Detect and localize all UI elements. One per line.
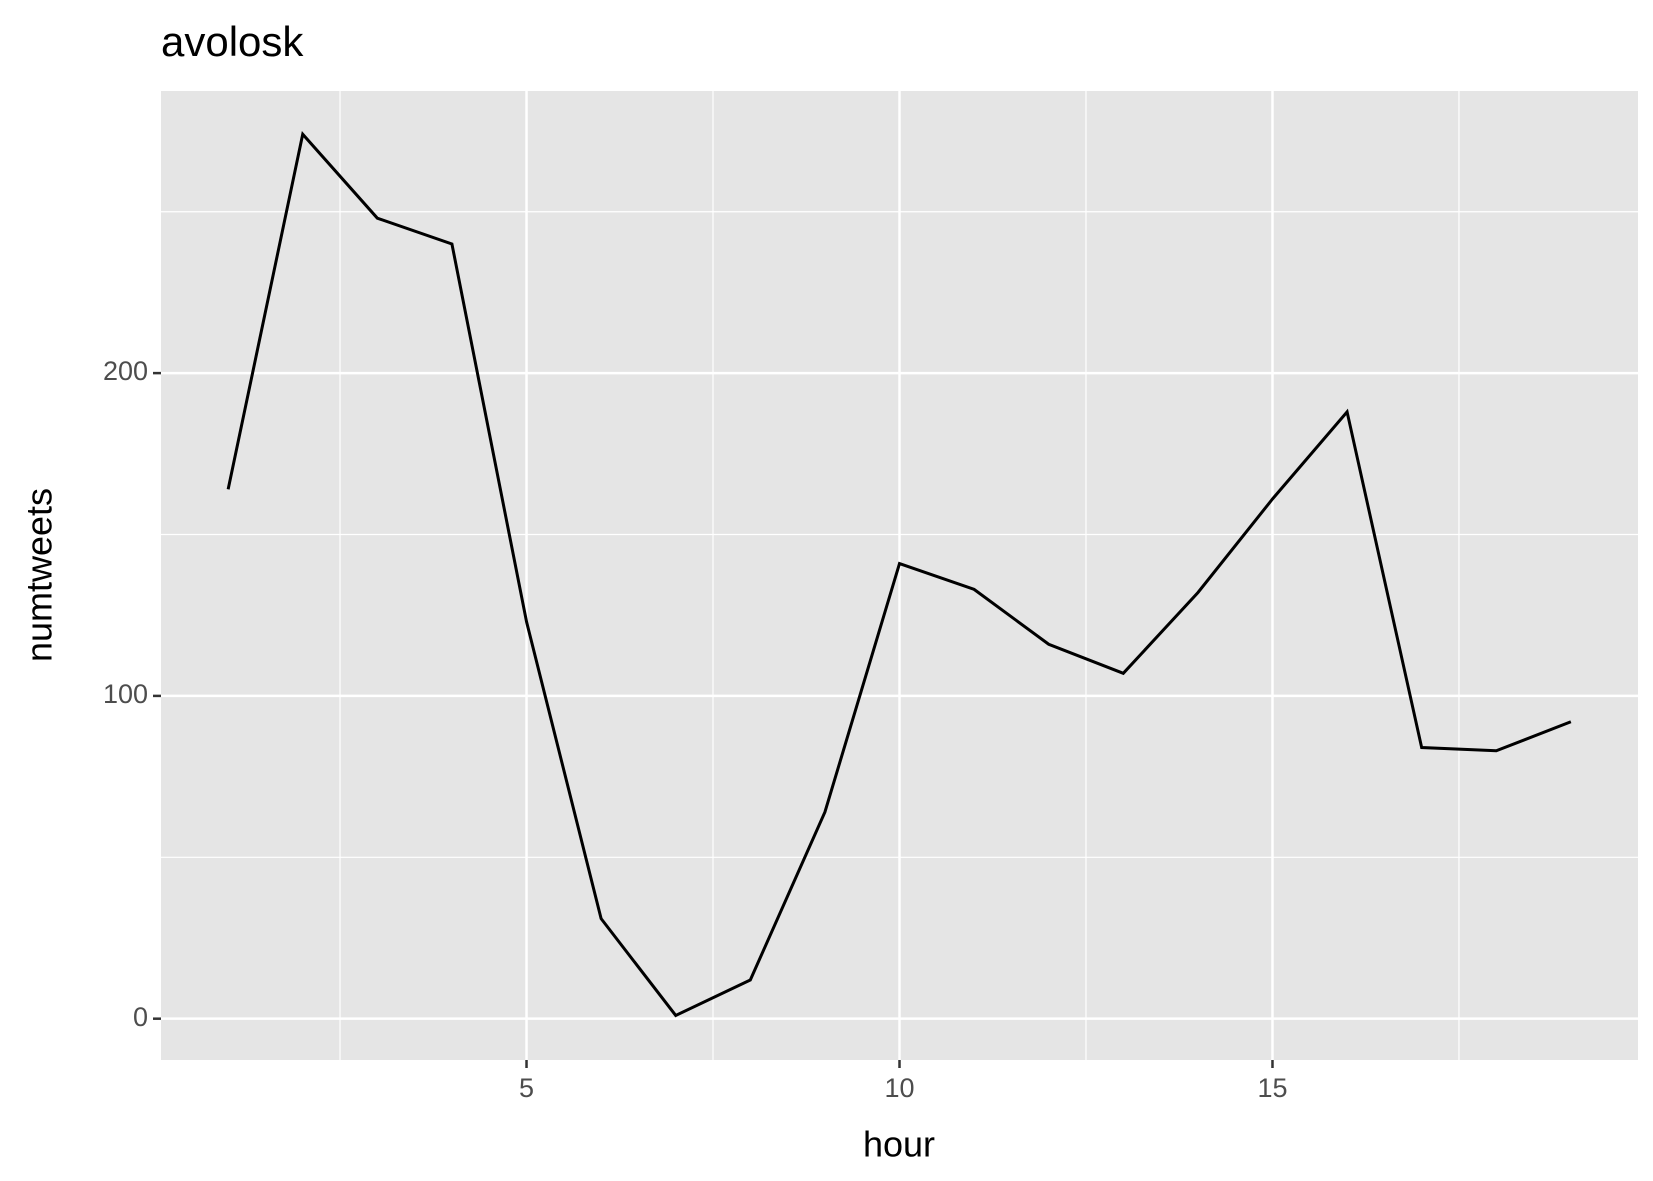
x-tick-label: 5 xyxy=(519,1073,534,1103)
y-axis-title: numtweets xyxy=(19,488,60,662)
chart-title: avolosk xyxy=(161,18,304,65)
y-tick-label: 0 xyxy=(133,1002,148,1032)
x-tick-label: 10 xyxy=(884,1073,914,1103)
y-tick-label: 200 xyxy=(103,356,148,386)
y-tick-label: 100 xyxy=(103,679,148,709)
x-axis-title: hour xyxy=(863,1124,935,1165)
data-line xyxy=(226,131,1572,1018)
x-tick-label: 15 xyxy=(1257,1073,1287,1103)
